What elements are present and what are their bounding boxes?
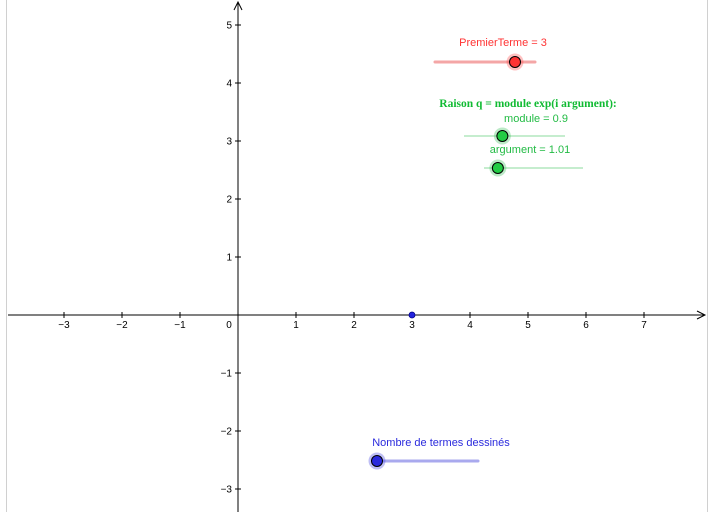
x-tick-label: 4 (467, 320, 473, 331)
x-tick-label: −1 (174, 320, 186, 331)
y-tick-label: 5 (226, 21, 232, 32)
x-tick-label: 5 (525, 320, 531, 331)
raison-formula-text: Raison q = module exp(i argument): (439, 98, 616, 110)
y-tick-label: 1 (226, 253, 232, 264)
x-tick-label: 2 (351, 320, 357, 331)
slider-module-label: module = 0.9 (504, 113, 568, 125)
y-tick-group: 5 4 3 2 1 −1 −2 −3 (221, 21, 241, 496)
y-tick-label: 3 (226, 137, 232, 148)
slider-nombre-termes[interactable]: Nombre de termes dessinés (368, 437, 511, 470)
x-tick-label: −3 (58, 320, 70, 331)
y-tick-label: 2 (226, 195, 232, 206)
slider-premier-terme-label: PremierTerme = 3 (459, 37, 547, 49)
slider-module[interactable]: module = 0.9 (464, 113, 568, 145)
slider-argument[interactable]: argument = 1.01 (484, 144, 583, 177)
slider-premier-terme[interactable]: PremierTerme = 3 (433, 37, 547, 71)
x-axis-arrow (696, 310, 707, 320)
slider-premier-terme-knob[interactable] (509, 56, 521, 68)
x-tick-label: −2 (116, 320, 128, 331)
slider-argument-knob[interactable] (491, 162, 504, 174)
y-tick-label: −2 (221, 427, 233, 438)
y-tick-label: −3 (221, 485, 233, 496)
y-tick-label: −1 (221, 369, 233, 380)
x-tick-label: 6 (583, 320, 589, 331)
axes: −3 −2 −1 1 2 3 4 5 6 7 5 4 3 2 1 −1 −2 −3 0 (8, 0, 707, 512)
slider-nombre-termes-knob[interactable] (371, 455, 383, 467)
x-tick-label: 3 (409, 320, 415, 331)
slider-module-knob[interactable] (496, 130, 509, 142)
point-premier-terme[interactable] (408, 311, 416, 319)
x-tick-label: 1 (293, 320, 299, 331)
slider-nombre-termes-label: Nombre de termes dessinés (372, 437, 510, 449)
slider-argument-label: argument = 1.01 (490, 144, 570, 156)
origin-label: 0 (226, 320, 232, 331)
y-tick-label: 4 (226, 79, 232, 90)
x-tick-label: 7 (641, 320, 647, 331)
y-axis-arrow (233, 0, 243, 11)
